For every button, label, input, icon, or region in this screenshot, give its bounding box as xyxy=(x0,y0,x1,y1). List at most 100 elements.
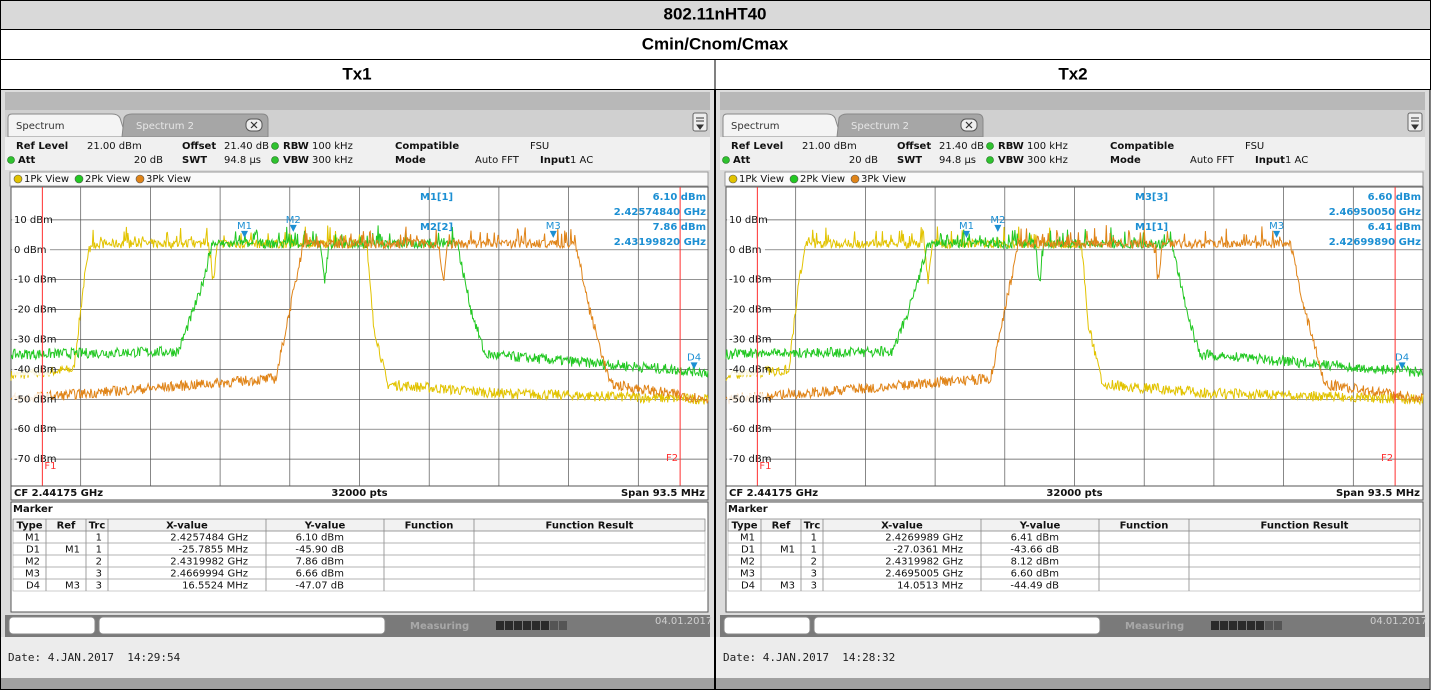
y-tick-label: -30 dBm xyxy=(14,334,56,345)
footer-text: CF 2.44175 GHz xyxy=(14,488,103,499)
marker-table-header-cell: Ref xyxy=(57,521,76,532)
marker-section xyxy=(725,501,1424,613)
progress-segment xyxy=(541,621,549,630)
marker-label: M3 xyxy=(546,221,561,232)
y-label-bg xyxy=(12,363,50,376)
y-tick-label: 10 dBm xyxy=(14,215,53,226)
marker-table-cell: -25.7855 MHz xyxy=(178,545,248,556)
limit-line-label: F1 xyxy=(759,461,771,472)
status-dot xyxy=(986,142,994,150)
view-label: 3Pk View xyxy=(861,174,906,185)
status-box xyxy=(8,616,96,635)
readout-value: 7.86 dBm xyxy=(653,222,706,233)
marker-label: M2 xyxy=(990,215,1005,226)
status-box xyxy=(98,616,386,635)
progress-segment xyxy=(1238,621,1246,630)
marker-table-cell: 3 xyxy=(811,581,817,592)
y-tick-label: -20 dBm xyxy=(729,305,771,316)
setting-label: Offset xyxy=(897,141,931,152)
marker-table-cell: 2.4269989 GHz xyxy=(885,533,963,544)
marker-table-cell: -27.0361 MHz xyxy=(893,545,963,556)
setting-label: Compatible xyxy=(395,141,459,152)
view-label: 1Pk View xyxy=(739,174,784,185)
setting-label: Input xyxy=(1255,155,1285,166)
marker-table-cell: D1 xyxy=(741,545,755,556)
menu-icon xyxy=(696,117,704,130)
footer-text: Span 93.5 MHz xyxy=(1336,488,1420,499)
marker-table-header-cell: Function Result xyxy=(1261,521,1349,532)
marker-table-header-cell: Trc xyxy=(89,521,106,532)
readout-label: M2[2] xyxy=(420,222,453,233)
marker-table-cell: M1 xyxy=(25,533,40,544)
setting-value: 21.00 dBm xyxy=(802,141,857,152)
marker-triangle xyxy=(1398,362,1406,370)
status-dot xyxy=(271,156,279,164)
tab-label: Spectrum 2 xyxy=(136,121,194,132)
progress-segment xyxy=(496,621,504,630)
setting-label: Att xyxy=(733,155,751,166)
setting-label: RBW xyxy=(283,141,309,152)
close-icon xyxy=(250,121,258,129)
setting-label: VBW xyxy=(998,155,1024,166)
top-band xyxy=(720,92,1425,110)
marker-table-cell: 2.4319982 GHz xyxy=(885,557,963,568)
marker-table-header-cell: Type xyxy=(731,521,757,532)
marker-title: Marker xyxy=(13,504,53,515)
progress-segment xyxy=(1247,621,1255,630)
marker-triangle xyxy=(289,224,297,232)
marker-label: M1 xyxy=(237,221,252,232)
view-dot xyxy=(850,174,860,184)
date-text: Date: 4.JAN.2017 14:28:32 xyxy=(723,651,895,664)
marker-table-cell: 3 xyxy=(96,581,102,592)
y-label-bg xyxy=(727,273,765,286)
status-text: Measuring xyxy=(410,621,469,632)
marker-table-cell: 6.60 dBm xyxy=(1011,569,1059,580)
readout-value: 6.60 dBm xyxy=(1368,192,1421,203)
settings-area xyxy=(5,137,710,170)
marker-table-cell: 6.41 dBm xyxy=(1011,533,1059,544)
y-label-bg xyxy=(12,333,50,346)
footer-text: CF 2.44175 GHz xyxy=(729,488,818,499)
progress-segment xyxy=(523,621,531,630)
view-dot xyxy=(728,174,738,184)
setting-label: SWT xyxy=(182,155,207,166)
date-text: Date: 4.JAN.2017 14:29:54 xyxy=(8,651,181,664)
setting-label: Input xyxy=(540,155,570,166)
y-label-bg xyxy=(727,243,765,256)
view-dot xyxy=(13,174,23,184)
y-label-bg xyxy=(12,303,50,316)
analyzer-screen: Spectrum Spectrum 2 Ref Level 21.00 dBm Offs… xyxy=(0,89,715,690)
y-tick-label: -10 dBm xyxy=(14,275,56,286)
status-dot xyxy=(7,156,15,164)
trace xyxy=(10,226,709,404)
marker-table-cell: -45.90 dB xyxy=(295,545,344,556)
tab-label: Spectrum xyxy=(16,121,64,132)
marker-table-cell: 2.4695005 GHz xyxy=(885,569,963,580)
marker-table-header-cell: Y-value xyxy=(1019,521,1061,532)
y-label-bg xyxy=(12,393,50,406)
bottom-band xyxy=(1,678,714,689)
plot-footer xyxy=(10,485,709,501)
view-bar xyxy=(724,171,1424,187)
view-label: 3Pk View xyxy=(146,174,191,185)
marker-table-cell: M2 xyxy=(740,557,755,568)
marker-table-header-cell: X-value xyxy=(166,521,208,532)
y-label-bg xyxy=(12,243,50,256)
marker-table-cell: M3 xyxy=(65,581,80,592)
setting-value: Auto FFT xyxy=(475,155,520,166)
marker-table-header-cell: Type xyxy=(16,521,42,532)
marker-table-cell: 2 xyxy=(811,557,817,568)
marker-table-cell: -47.07 dB xyxy=(295,581,344,592)
y-label-bg xyxy=(727,453,765,466)
setting-label: Mode xyxy=(1110,155,1141,166)
y-label-bg xyxy=(727,423,765,436)
view-dot xyxy=(135,174,145,184)
readout-value: 2.42699890 GHz xyxy=(1329,237,1421,248)
setting-label: Compatible xyxy=(1110,141,1174,152)
setting-value: 20 dB xyxy=(849,155,878,166)
marker-table-header-cell: Function xyxy=(405,521,454,532)
tab xyxy=(836,113,984,138)
y-label-bg xyxy=(12,273,50,286)
marker-table-cell: M1 xyxy=(740,533,755,544)
